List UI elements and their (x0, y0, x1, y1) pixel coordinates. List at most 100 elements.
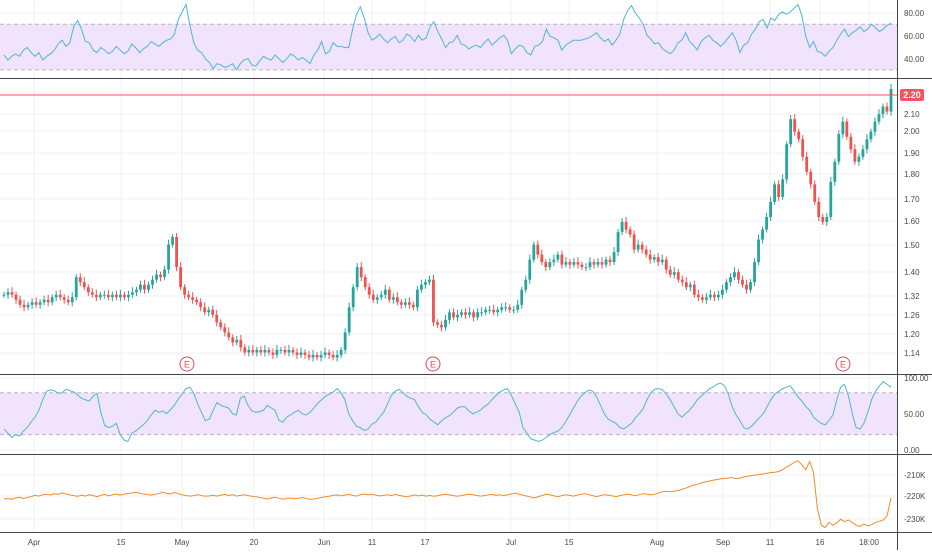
time-axis-tick-label: Apr (28, 538, 41, 547)
candle-body (612, 252, 616, 263)
earnings-marker-3[interactable]: E (835, 356, 851, 372)
candle-body (331, 354, 335, 358)
candle-body (127, 294, 130, 298)
candle-body (2, 294, 6, 296)
time-axis-tick-label: 16 (816, 538, 825, 547)
candle-body (580, 264, 584, 268)
candle-body (829, 181, 833, 217)
candle-body (30, 302, 34, 305)
candle-body (78, 277, 82, 283)
candle-body (283, 349, 287, 353)
candle-body (118, 294, 122, 298)
candle-body (628, 229, 632, 235)
candle-body (833, 161, 837, 182)
candle-body (147, 284, 150, 290)
candle-body (379, 294, 383, 298)
candle-body (869, 131, 873, 140)
candle-body (444, 319, 447, 328)
candle-body (672, 272, 676, 275)
time-axis-tick-label: Jun (318, 538, 331, 547)
candle-body (42, 299, 46, 303)
candle-body (359, 267, 363, 278)
candle-body (801, 139, 805, 157)
candle-body (54, 294, 58, 298)
candle-body (279, 349, 283, 351)
candle-body (825, 216, 829, 222)
candle-body (700, 297, 704, 300)
price-pane (2, 84, 893, 362)
candle-body (275, 349, 279, 355)
price-axis-tick-label: 1.80 (904, 170, 920, 179)
candle-body (163, 269, 166, 278)
candle-body (251, 349, 255, 353)
candle-body (207, 309, 211, 313)
earnings-marker-label: E (184, 360, 190, 370)
candle-body (183, 287, 187, 295)
candle-body (769, 201, 772, 217)
candle-body (680, 279, 684, 283)
candle-body (315, 354, 319, 358)
candle-body (343, 332, 347, 350)
candle-body (777, 184, 781, 197)
indicator-series-line (3, 2, 892, 71)
candle-body (676, 272, 680, 280)
earnings-marker-1[interactable]: E (179, 356, 195, 372)
candle-body (167, 244, 170, 270)
candle-body (387, 289, 391, 300)
candle-body (351, 287, 355, 308)
candle-body (295, 352, 299, 355)
candle-body (323, 352, 327, 355)
candle-body (424, 282, 427, 285)
candle-body (624, 221, 628, 230)
candle-body (171, 237, 174, 245)
candle-body (528, 259, 532, 280)
candle-body (636, 244, 640, 250)
candle-body (765, 216, 768, 230)
candle-body (640, 244, 644, 250)
candle-body (347, 307, 351, 333)
candle-body (235, 339, 239, 343)
candle-body (692, 284, 696, 295)
candle-body (175, 237, 178, 268)
candle-body (460, 312, 463, 315)
candle-body (805, 156, 809, 172)
candle-body (420, 284, 423, 290)
time-axis-tick-label: Aug (650, 538, 664, 547)
candle-body (456, 314, 459, 318)
candle-body (34, 302, 38, 305)
price-axis-tick-label: 1.60 (904, 217, 920, 226)
price-axis-tick-label: 2.10 (904, 110, 920, 119)
candle-body (648, 254, 652, 260)
candle-body (179, 267, 183, 288)
candle-body (729, 277, 732, 283)
candle-body (50, 297, 54, 303)
candle-body (114, 294, 118, 298)
candle-body (821, 216, 825, 222)
candle-body (664, 259, 668, 270)
candle-body (291, 349, 295, 353)
candle-body (383, 289, 387, 295)
candle-body (620, 221, 624, 233)
candle-body (556, 254, 560, 260)
candle-body (484, 309, 488, 313)
candle-body (367, 287, 371, 295)
candle-body (817, 201, 821, 217)
obv-pane (3, 459, 892, 529)
candle-body (363, 277, 367, 288)
candle-body (10, 292, 14, 295)
candle-body (472, 312, 475, 318)
overbought-oversold-band (0, 392, 897, 435)
candle-body (415, 289, 419, 308)
candle-body (881, 106, 885, 115)
price-axis-tick-label: 1.70 (904, 195, 920, 204)
price-axis-tick-label: 1.32 (904, 292, 920, 301)
candle-body (604, 259, 608, 265)
candle-body (540, 254, 544, 263)
candle-body (263, 349, 267, 353)
candle-body (239, 339, 243, 348)
price-axis-tick-label: 2.00 (904, 127, 920, 136)
candle-body (191, 297, 195, 300)
earnings-marker-2[interactable]: E (425, 356, 441, 372)
